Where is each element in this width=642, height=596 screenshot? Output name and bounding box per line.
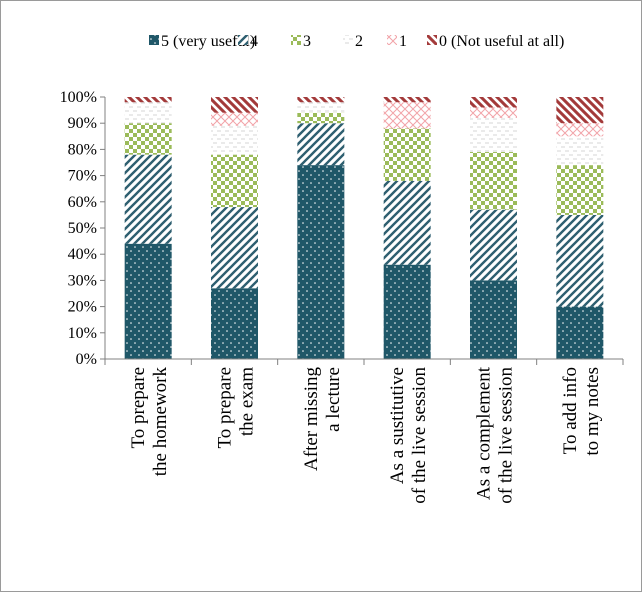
x-tick-label-line: the homework (150, 367, 171, 477)
bar-segment-s3 (556, 165, 604, 215)
x-tick-label-line: After missing (301, 367, 322, 471)
legend-item-s1: 1 (387, 33, 407, 50)
bar-segment-s5 (383, 264, 431, 359)
y-tick-label: 70% (68, 168, 97, 185)
x-tick-label-line: to my notes (582, 367, 603, 456)
x-tick-label-line: of the live session (409, 367, 430, 504)
bar-segment-s1 (383, 102, 431, 129)
x-tick-label-line: of the live session (496, 367, 517, 504)
bar-segment-s3 (383, 128, 431, 181)
legend: 5 (very useful)4 3 2 1 0 (Not useful at all) (149, 33, 564, 50)
bar-segment-s2 (297, 102, 345, 113)
bar-stack (211, 97, 258, 359)
bar-segment-s2 (470, 117, 517, 153)
y-tick-label: 100% (60, 89, 97, 106)
x-tick-label: To add infoto my notes (560, 367, 603, 456)
bar-stack (383, 97, 431, 359)
bar-segment-s1 (470, 107, 517, 118)
legend-item-s2: 2 (343, 33, 363, 50)
bar-segment-s2 (124, 102, 172, 124)
bar-segment-s5 (556, 306, 604, 359)
bar-segment-s5 (297, 165, 345, 359)
bar-segment-s2 (211, 125, 258, 155)
bar-segment-s0 (297, 97, 345, 103)
bar-segment-s4 (556, 214, 604, 307)
y-tick-label: 20% (68, 299, 97, 316)
bar-segment-s4 (124, 154, 172, 244)
bar-segment-s5 (211, 288, 258, 359)
bar-segment-s5 (470, 280, 517, 359)
bar-segment-s3 (124, 123, 172, 155)
bar-segment-s3 (297, 112, 345, 124)
legend-swatch (343, 35, 353, 45)
y-tick-label: 0% (76, 351, 97, 368)
x-tick-label: To preparethe homework (128, 367, 171, 477)
bar-stack (124, 97, 172, 359)
bar-segment-s4 (297, 123, 345, 166)
x-tick-label-line: As a complement (474, 366, 495, 500)
x-tick-label: As a sustitutiveof the live session (387, 367, 430, 504)
legend-swatch (291, 35, 301, 45)
legend-item-s0: 0 (Not useful at all) (427, 33, 564, 50)
legend-label: 1 (399, 33, 407, 50)
y-tick-label: 80% (68, 141, 97, 158)
legend-label: 0 (Not useful at all) (439, 33, 564, 50)
x-tick-label: As a complementof the live session (474, 366, 517, 503)
bar-segment-s0 (124, 97, 172, 103)
x-tick-label-line: the exam (237, 367, 258, 436)
y-tick-label: 50% (68, 220, 97, 237)
bar-segment-s0 (383, 97, 431, 103)
bars (124, 97, 604, 359)
bar-segment-s3 (470, 152, 517, 210)
legend-swatch (149, 35, 159, 45)
legend-item-s4: 4 (238, 33, 258, 50)
y-axis: 0% 10% 20% 30% 40% 50% 60% 70% 80% 90% 100% (60, 89, 106, 368)
bar-segment-s5 (124, 243, 172, 359)
y-tick-label: 90% (68, 115, 97, 132)
x-tick-label-line: To prepare (128, 367, 149, 448)
x-tick-label: After missinga lecture (301, 367, 344, 471)
bar-segment-s1 (211, 112, 258, 126)
bar-segment-s4 (470, 209, 517, 281)
bar-segment-s4 (211, 207, 258, 289)
y-tick-label: 10% (68, 325, 97, 342)
x-tick-label-line: To add info (560, 367, 581, 454)
bar-segment-s2 (556, 136, 604, 166)
bar-segment-s3 (211, 154, 258, 208)
y-tick-label: 60% (68, 194, 97, 211)
legend-label: 4 (250, 33, 258, 50)
x-tick-label-line: To prepare (215, 367, 236, 448)
bar-segment-s1 (556, 123, 604, 137)
legend-swatch (427, 35, 437, 45)
bar-segment-s0 (470, 97, 517, 108)
bar-segment-s0 (211, 97, 258, 113)
x-tick-label: To preparethe exam (215, 367, 258, 449)
legend-label: 2 (355, 33, 363, 50)
legend-label: 3 (303, 33, 311, 50)
x-tick-label-line: a lecture (323, 367, 344, 432)
bar-stack (556, 97, 604, 359)
x-axis: To preparethe homework To preparethe exam… (104, 358, 624, 504)
legend-item-s5: 5 (very useful) (149, 33, 255, 50)
legend-label: 5 (very useful) (161, 33, 255, 50)
legend-item-s3: 3 (291, 33, 311, 50)
bar-stack (297, 97, 345, 359)
legend-swatch (238, 35, 248, 45)
legend-swatch (387, 35, 397, 45)
y-tick-label: 30% (68, 272, 97, 289)
bar-segment-s0 (556, 97, 604, 124)
x-tick-label-line: As a sustitutive (387, 367, 408, 484)
bar-segment-s4 (383, 180, 431, 265)
bar-stack (470, 97, 517, 359)
y-tick-label: 40% (68, 246, 97, 263)
